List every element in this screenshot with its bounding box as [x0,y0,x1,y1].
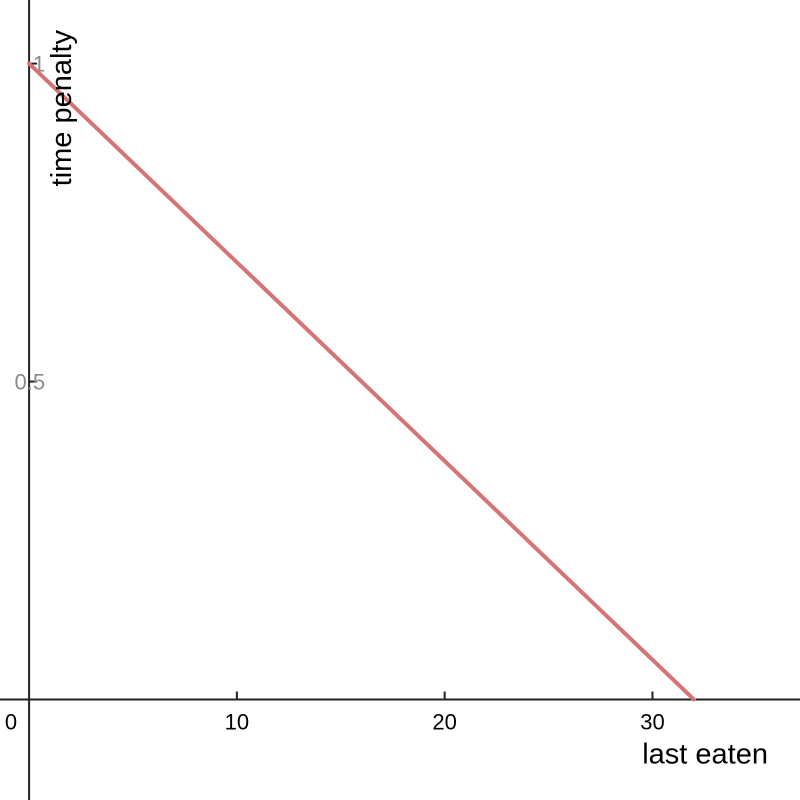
y-tick-label: 0.5 [14,370,45,395]
x-axis-label: last eaten [642,739,768,771]
x-ticks: 0 10 20 30 [5,691,665,735]
y-axis-label: time penalty [46,30,78,187]
x-tick-label: 10 [225,710,249,735]
series-line [27,61,697,702]
x-tick-label: 20 [432,710,456,735]
x-tick-label: 30 [640,710,664,735]
series-group [27,61,697,702]
x-tick-label: 0 [5,710,17,735]
